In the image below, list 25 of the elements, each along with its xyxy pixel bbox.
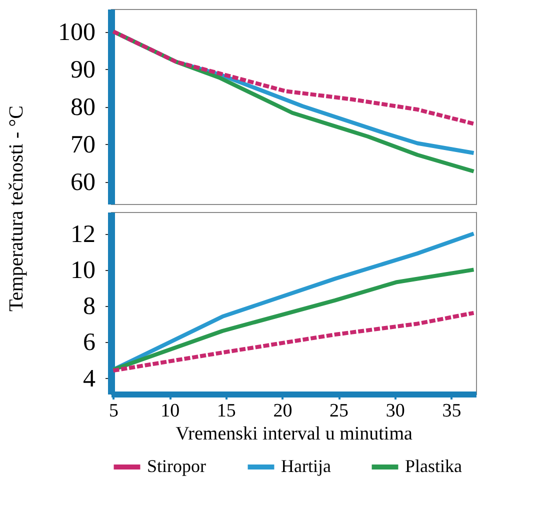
x-tick-label: 15	[216, 400, 236, 422]
y-tick-label: 10	[70, 257, 96, 284]
line-series	[111, 268, 476, 372]
x-tick-label: 5	[109, 400, 119, 422]
y-tick-label: 6	[83, 329, 96, 356]
x-tick-label: 20	[273, 400, 292, 422]
y-tick-label: 70	[70, 132, 96, 158]
y-tick-label: 80	[70, 94, 96, 121]
line-series	[111, 310, 476, 373]
x-tick-label: 30	[386, 400, 405, 422]
x-tick-label: 25	[330, 400, 349, 422]
x-tick-label: 10	[160, 400, 180, 422]
legend-label: Hartija	[281, 456, 331, 476]
x-axis-title: Vremenski interval u minutima	[176, 424, 413, 444]
y-tick-label: 4	[83, 365, 96, 392]
legend-label: Stiropor	[147, 456, 206, 476]
y-tick-label: 60	[70, 169, 96, 196]
y-tick-label: 100	[58, 19, 96, 46]
line-series	[111, 30, 476, 126]
x-tick-label: 35	[442, 400, 462, 422]
y-axis-title: Temperatura tečnosti - °C	[6, 106, 28, 312]
y-tick-label: 8	[83, 293, 96, 320]
y-tick-label: 90	[70, 56, 96, 84]
y-tick-label: 12	[70, 221, 96, 248]
legend-label: Plastika	[405, 456, 462, 476]
